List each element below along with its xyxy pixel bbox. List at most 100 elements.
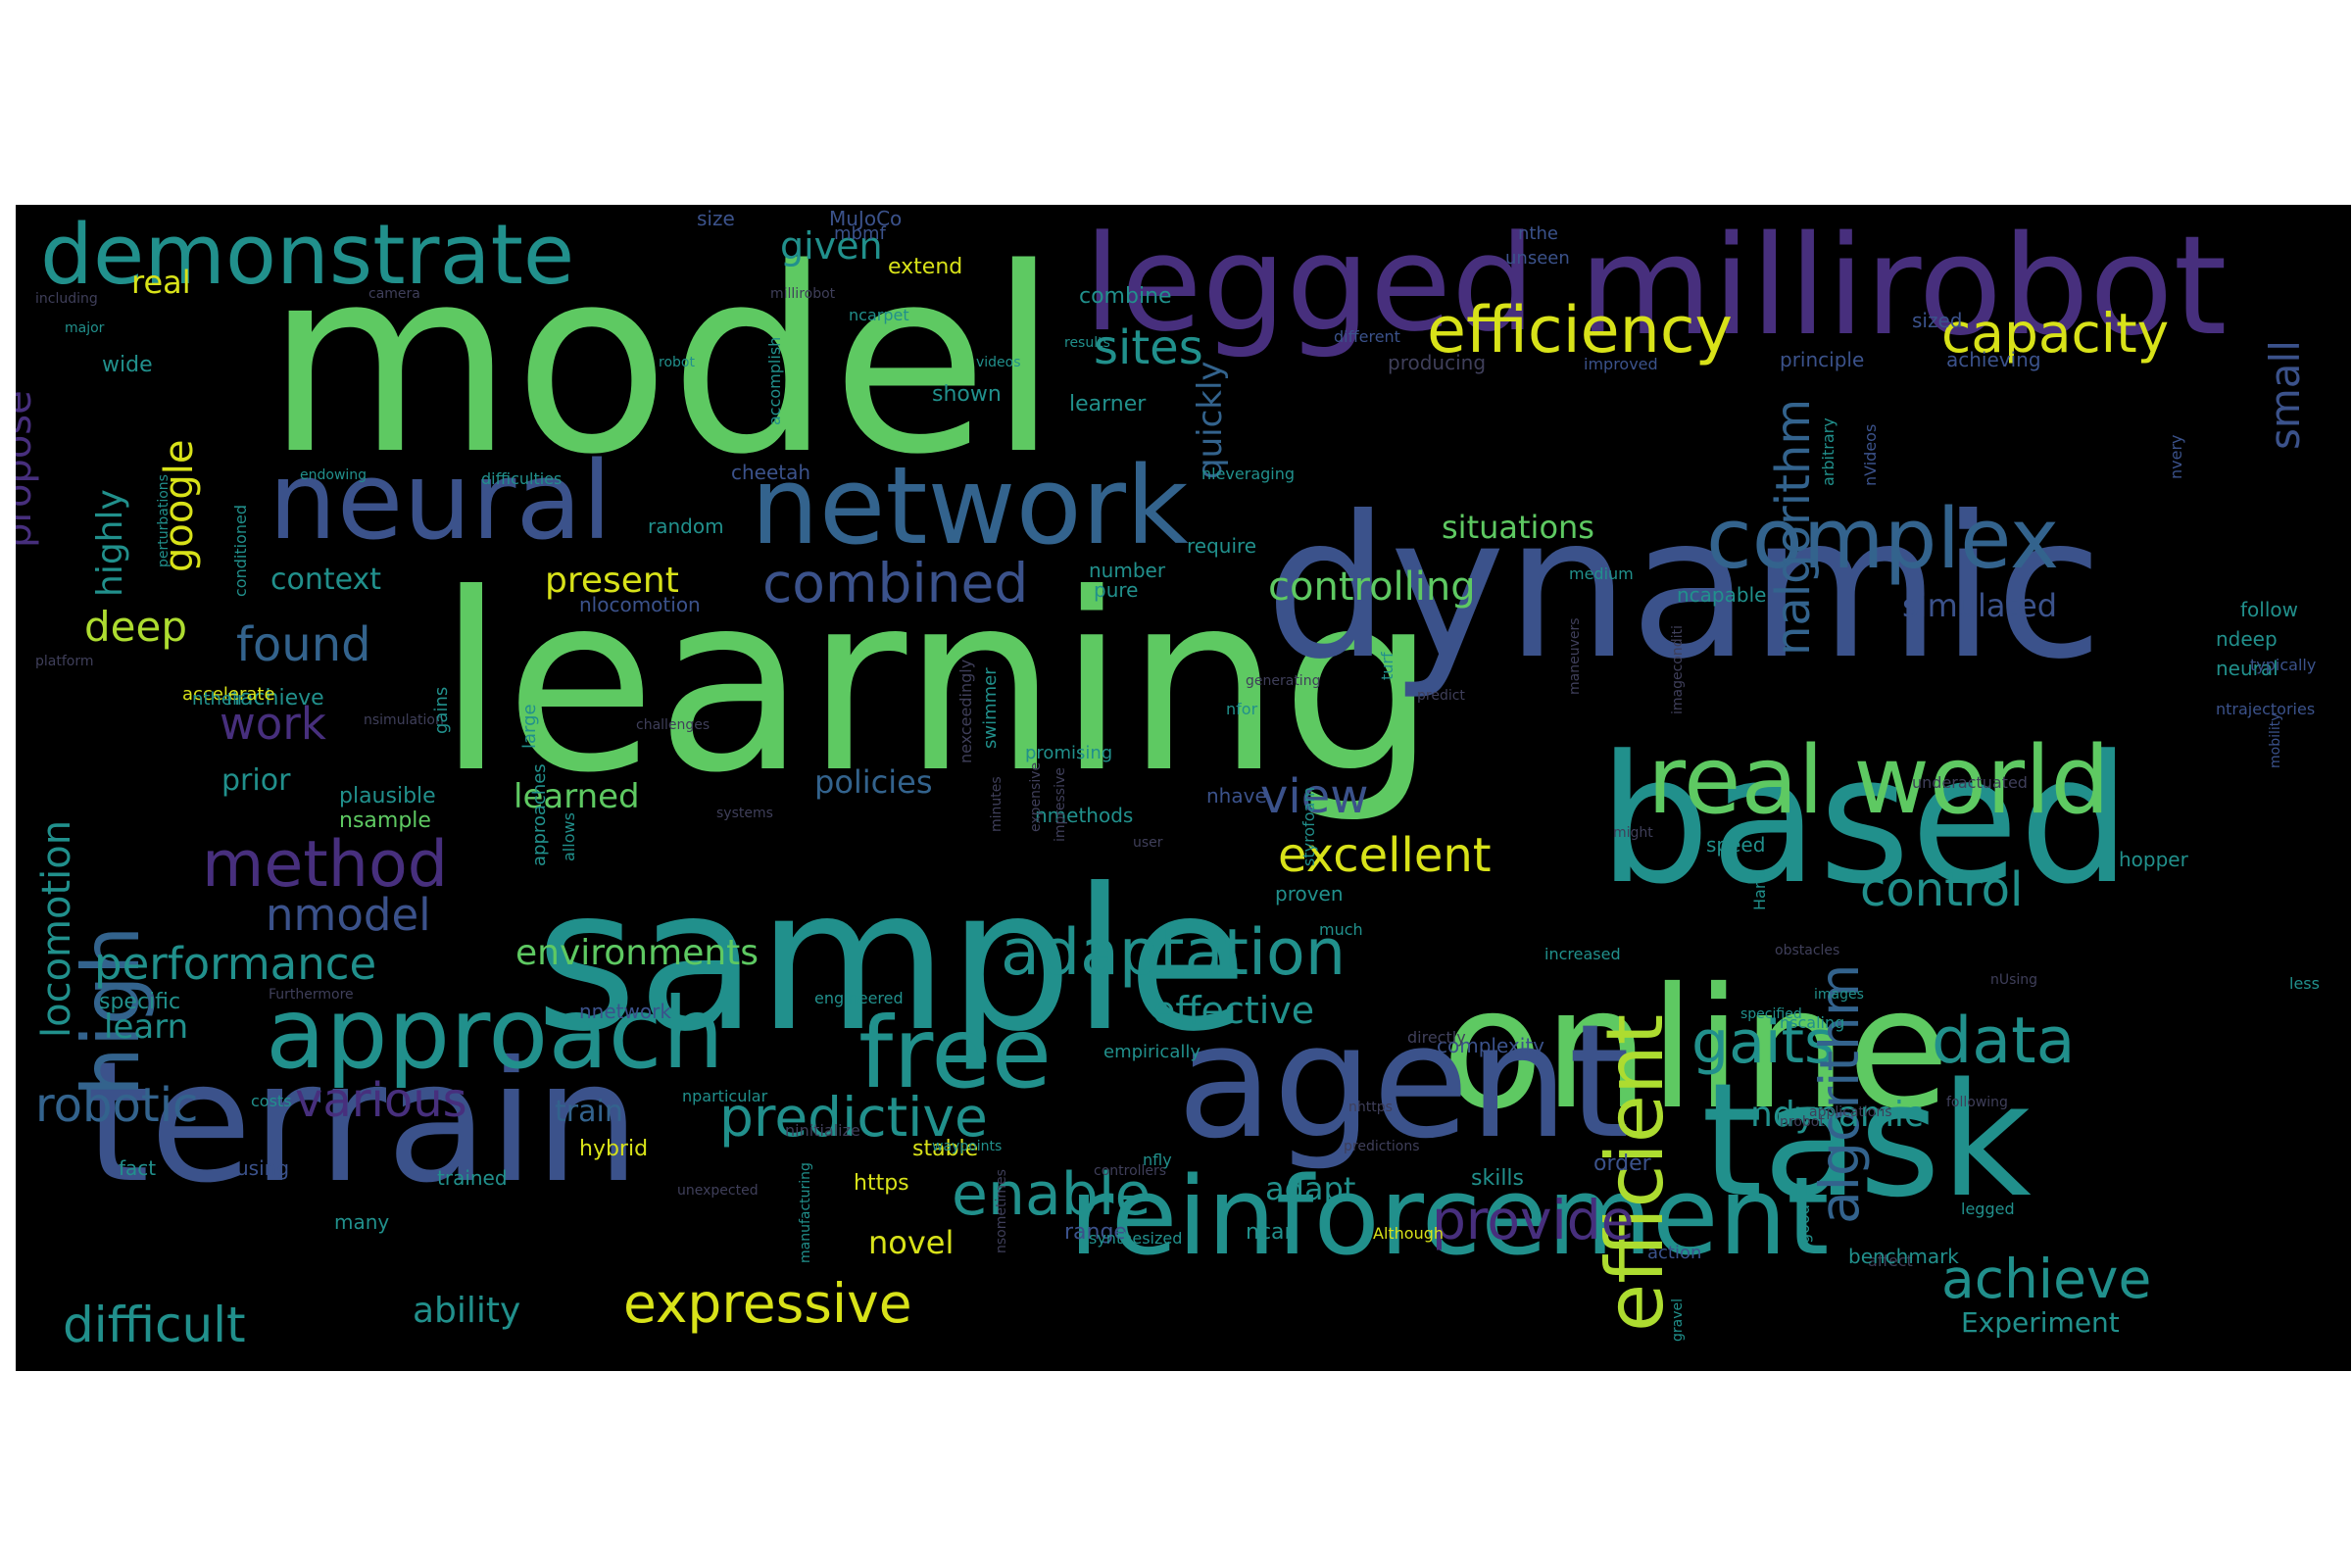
word-skills-83: skills <box>1471 1166 1524 1191</box>
word-platform-133: platform <box>35 654 94 669</box>
word-increased-168: increased <box>1544 945 1621 963</box>
word-size-109: size <box>697 207 735 230</box>
word-underactuated-159: underactuated <box>1912 773 2028 792</box>
word-reinforcement-13: reinforcement <box>1069 1153 1829 1279</box>
word-simulated-63: simulated <box>1902 587 2057 624</box>
word-legged-10: legged <box>1084 207 1536 361</box>
word-sites-38: sites <box>1094 320 1203 375</box>
word-pure-89: pure <box>1094 578 1138 602</box>
word-endowing-129: endowing <box>300 467 367 483</box>
word-challenges-140: challenges <box>636 717 710 733</box>
word-high-20: high <box>66 926 157 1097</box>
word-nexceedingly-142: nexceedingly <box>956 660 975 763</box>
word-videos-123: videos <box>976 355 1021 370</box>
word-promising-144: promising <box>1025 743 1112 763</box>
word-controllers-189: controllers <box>1094 1163 1166 1179</box>
word-nvery-155: nvery <box>2167 435 2185 480</box>
word-locomotion-46: locomotion <box>34 820 79 1038</box>
word-effective-53: effective <box>1152 989 1314 1032</box>
word-expensive-163: expensive <box>1028 762 1044 832</box>
word-proven-91: proven <box>1275 882 1344 906</box>
word-benchmark-201: benchmark <box>1848 1245 1959 1268</box>
word-trained-102: trained <box>437 1166 508 1190</box>
word-environments-57: environments <box>515 933 759 973</box>
word-nthe-112: nthe <box>1518 223 1558 244</box>
word-predictions-186: predictions <box>1344 1139 1420 1154</box>
word-typically-157: typically <box>2250 656 2316 674</box>
word-difficulties-130: difficulties <box>481 469 562 488</box>
word-method-24: method <box>202 828 448 902</box>
word-experiment-71: Experiment <box>1961 1306 2120 1339</box>
word-hopper-93: hopper <box>2119 848 2189 871</box>
word-swimmer-143: swimmer <box>980 667 1001 749</box>
word-agent-7: agent <box>1177 990 1630 1173</box>
word-excellent-39: excellent <box>1278 828 1492 883</box>
word-applications-191: applications <box>1809 1104 1892 1120</box>
word-fact-106: fact <box>119 1156 156 1180</box>
word-ndynamic-59: ndynamic <box>1750 1095 1924 1135</box>
word-hybrid-78: hybrid <box>579 1137 648 1161</box>
word-nvideos-154: nVideos <box>1861 424 1880 486</box>
word-gains-137: gains <box>431 687 452 734</box>
word-learned-60: learned <box>514 777 640 816</box>
word-ninitialize-185: ninitialize <box>785 1121 860 1140</box>
word-minutes-162: minutes <box>989 776 1004 832</box>
word-nsample-75: nsample <box>339 808 431 833</box>
word-allows-141: allows <box>560 812 578 861</box>
word-cloud-panel: model learning dynamic sample based terrain on… <box>16 205 2351 1371</box>
word-nleveraging-120: nleveraging <box>1201 465 1295 483</box>
word-robot-124: robot <box>659 355 695 370</box>
word-nrobot-184: nrobot <box>1780 1114 1825 1130</box>
word-task-8: task <box>1701 1049 2032 1232</box>
word-random-99: random <box>648 514 724 538</box>
word-achieving-115: achieving <box>1946 348 2041 371</box>
word-accelerate-134: accelerate <box>182 684 275 705</box>
word-highly-54: highly <box>90 489 130 597</box>
word-present-56: present <box>545 561 679 601</box>
word-ncarpet-119: ncarpet <box>849 306 909 324</box>
word-google-50: google <box>157 440 202 572</box>
word-demonstrate-17: demonstrate <box>40 207 574 304</box>
word-approaches-139: approaches <box>529 763 550 866</box>
word-major-128: major <box>65 320 105 336</box>
word-conditioned-131: conditioned <box>231 505 250 597</box>
word-ntrajectories-156: ntrajectories <box>2216 700 2315 718</box>
word-directly-178: directly <box>1407 1028 1466 1047</box>
word-ncan-86: ncan <box>1246 1220 1298 1245</box>
word-gravel-187: gravel <box>1670 1298 1686 1342</box>
word-difficult-35: difficult <box>63 1297 246 1353</box>
word-range-85: range <box>1064 1220 1127 1245</box>
word-including-127: including <box>35 291 98 307</box>
word-predict-148: predict <box>1417 688 1465 704</box>
word-nsometimes-197: nsometimes <box>994 1169 1009 1253</box>
word-waypoints-188: waypoints <box>932 1139 1002 1154</box>
word-learn-61: learn <box>104 1007 188 1047</box>
word-turf-147: turf <box>1378 652 1396 680</box>
word-nscaling-175: nscaling <box>1780 1013 1844 1032</box>
word-follow-94: follow <box>2240 598 2298 621</box>
word-manufacturing-196: manufacturing <box>798 1162 813 1263</box>
word-maneuvers-149: maneuvers <box>1567 617 1583 695</box>
word-nlocomotion-100: nlocomotion <box>579 593 701 616</box>
word-order-84: order <box>1593 1152 1652 1176</box>
word-ntheir-135: ntheir <box>192 689 245 710</box>
word-nhave-105: nhave <box>1206 784 1267 808</box>
word-network-11: network <box>751 443 1189 568</box>
word-nhttps-183: nhttps <box>1348 1100 1393 1115</box>
word-good-194: good <box>1794 1204 1813 1244</box>
word-context-68: context <box>270 563 381 597</box>
word-found-44: found <box>236 617 371 672</box>
word-although-190: Although <box>1373 1224 1444 1243</box>
word-work-47: work <box>220 698 326 750</box>
word-millirobot-125: millirobot <box>770 286 836 302</box>
word-cheetah-98: cheetah <box>731 461 810 484</box>
word-shown-82: shown <box>932 382 1002 407</box>
word-much-167: much <box>1319 920 1363 939</box>
word-https-76: https <box>854 1171 909 1196</box>
word-nfly-192: nfly <box>1143 1151 1172 1169</box>
word-might-160: might <box>1613 825 1653 841</box>
word-producing-118: producing <box>1388 351 1486 374</box>
word-accomplish-151: accomplish <box>765 337 784 425</box>
word-free-15: free <box>858 996 1052 1110</box>
word-combined-33: combined <box>762 552 1028 614</box>
